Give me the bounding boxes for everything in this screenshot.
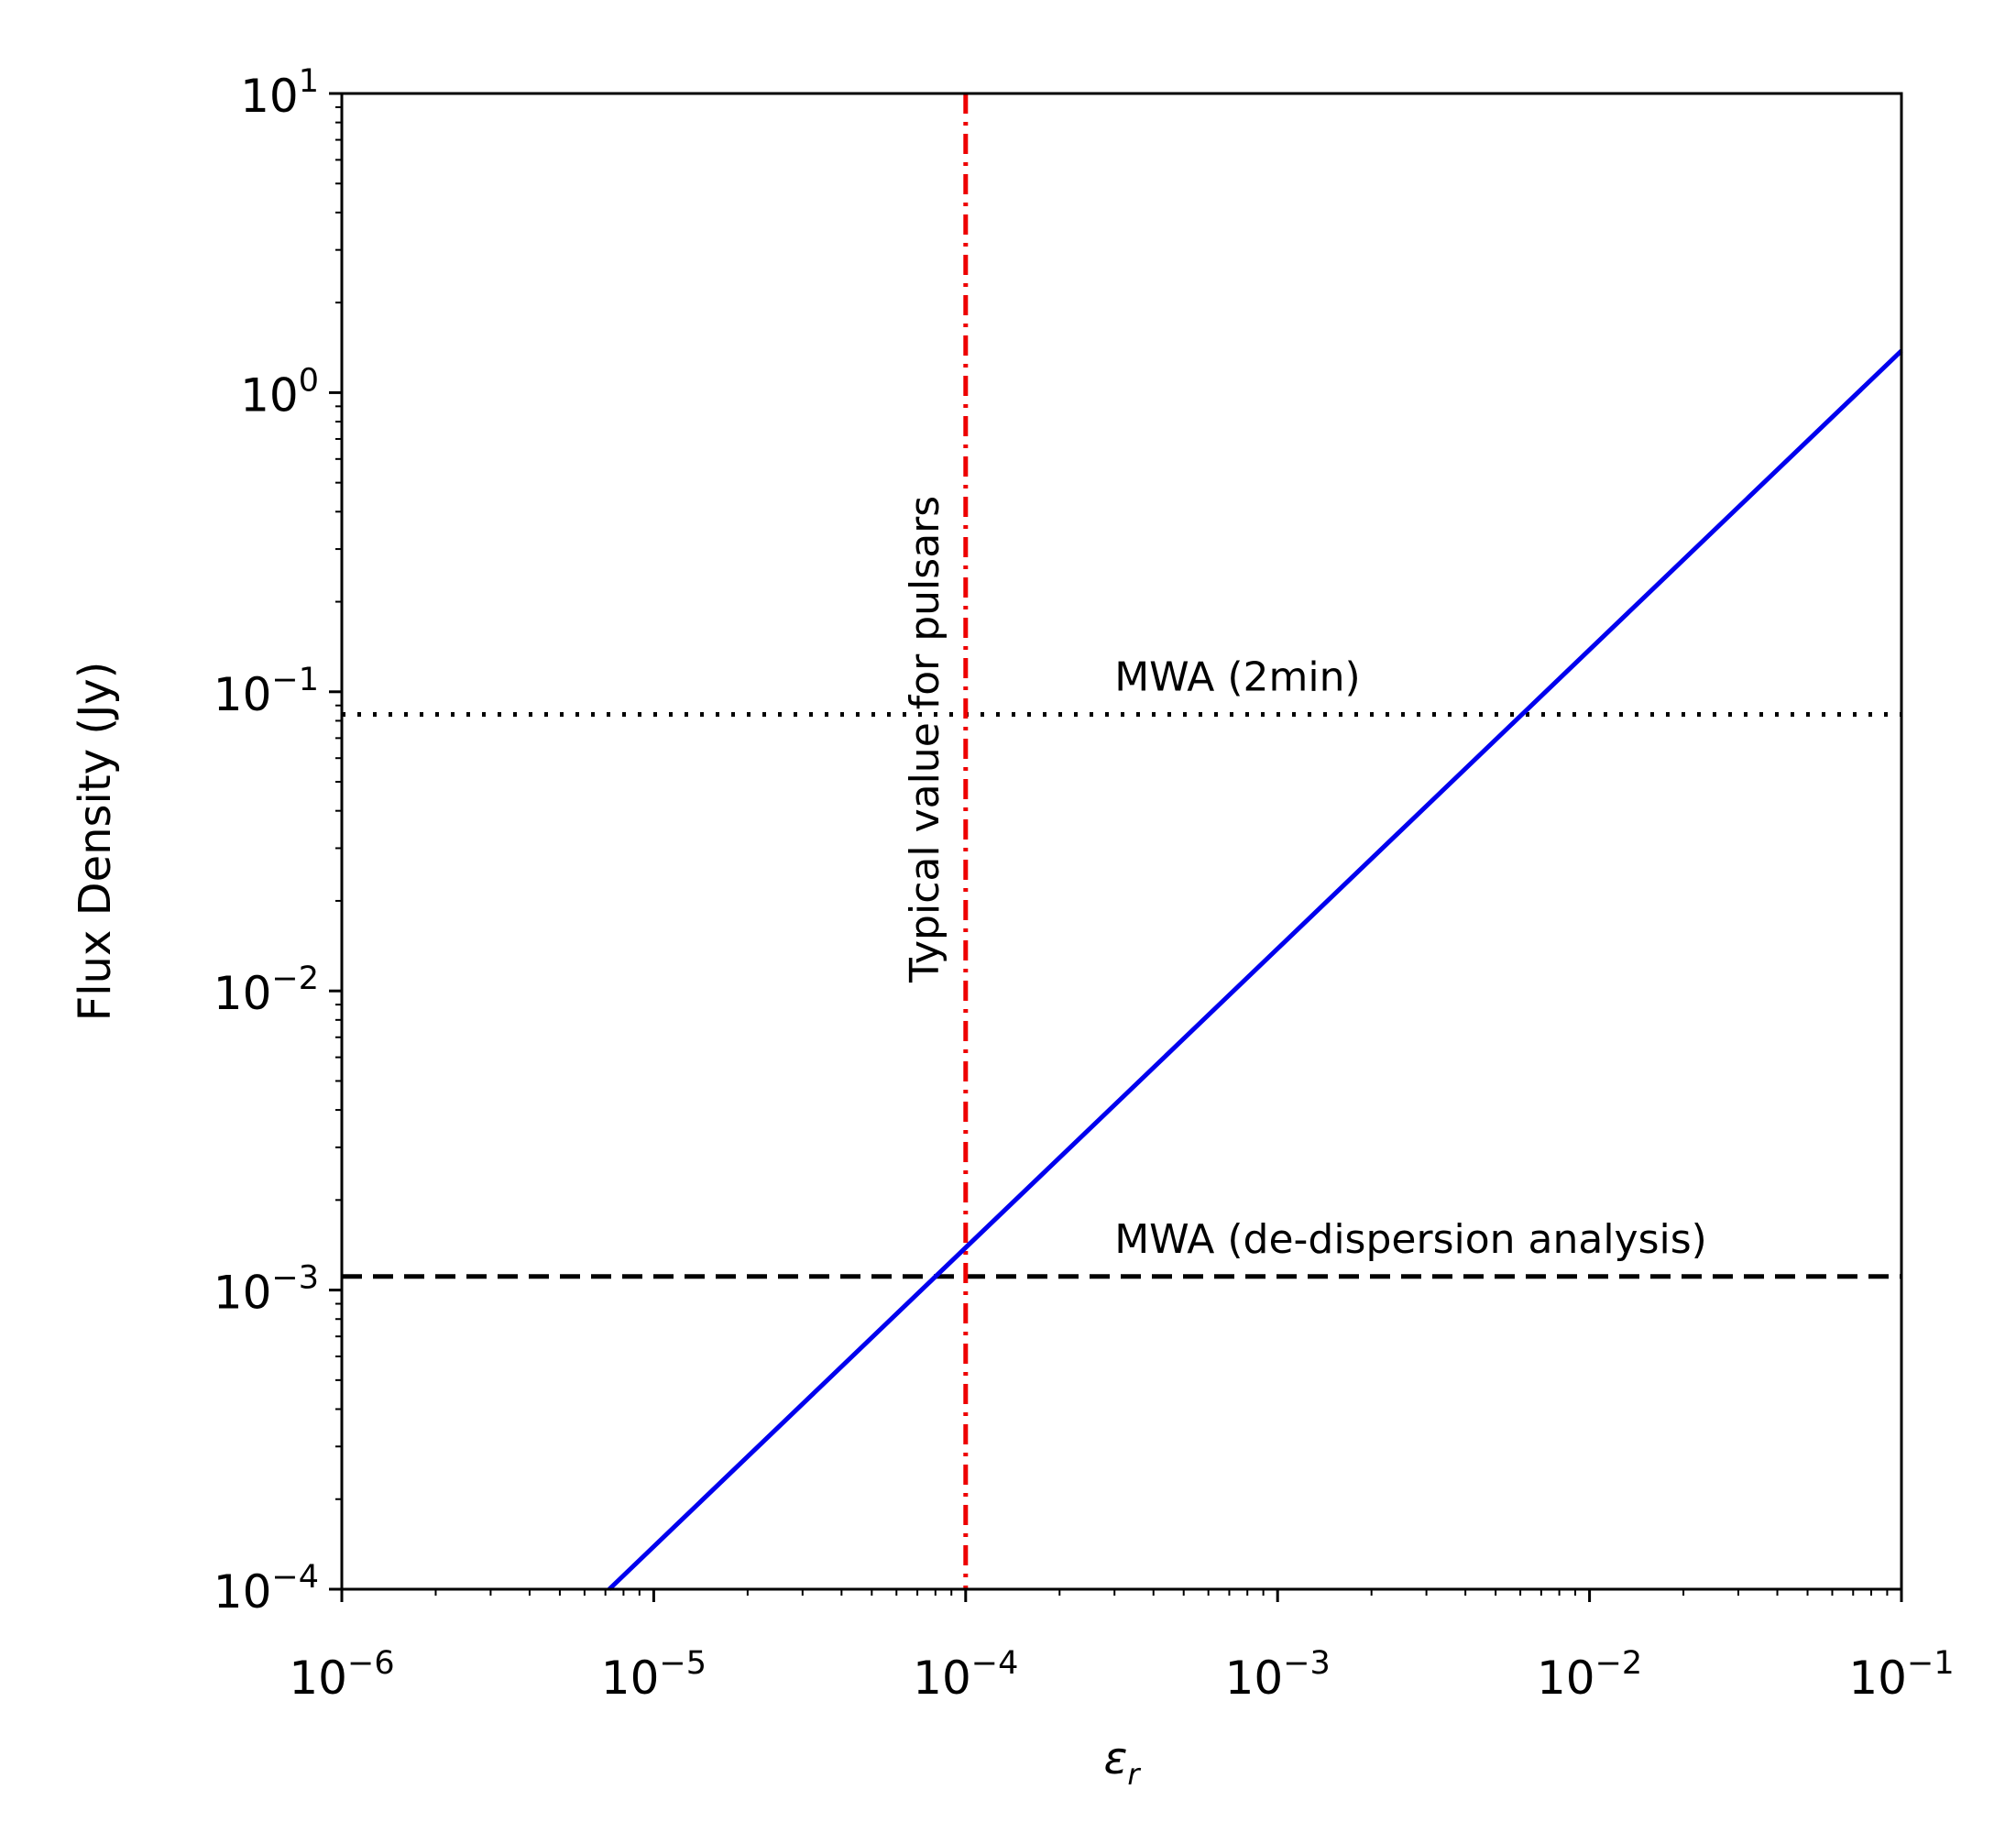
reference-lines <box>342 93 1901 1589</box>
y-tick-label: 101 <box>240 63 319 123</box>
y-tick-label: 100 <box>240 362 319 422</box>
y-axis-label: Flux Density (Jy) <box>70 662 121 1022</box>
x-tick-label: 10−5 <box>601 1645 707 1705</box>
x-tick-labels: 10−6 10−5 10−4 10−3 10−2 10−1 <box>289 1645 1954 1705</box>
horizontal-line-label: MWA (2min) <box>1114 654 1360 701</box>
x-tick-label: 10−3 <box>1225 1645 1331 1705</box>
y-tick-label: 10−3 <box>214 1260 319 1320</box>
x-tick-label: 10−4 <box>913 1645 1018 1705</box>
y-tick-labels: 10−4 10−3 10−2 10−1 100 101 <box>214 63 319 1619</box>
minor-ticks <box>335 105 1889 1596</box>
plot-frame <box>340 92 1903 1591</box>
annotations: MWA (2min) MWA (de-dispersion analysis) Ty… <box>902 496 1707 1263</box>
x-axis-subscript: r <box>1127 1757 1141 1792</box>
horizontal-line-label: MWA (de-dispersion analysis) <box>1114 1216 1707 1263</box>
x-tick-label: 10−6 <box>289 1645 394 1705</box>
x-axis-label: εr <box>1103 1733 1141 1792</box>
x-tick-label: 10−2 <box>1537 1645 1642 1705</box>
y-tick-label: 10−4 <box>214 1559 319 1619</box>
x-axis-symbol: ε <box>1103 1733 1127 1784</box>
vertical-line-label: Typical value for pulsars <box>902 496 948 983</box>
major-ticks <box>329 92 1903 1602</box>
y-tick-label: 10−2 <box>214 960 319 1020</box>
series-layer <box>608 348 1903 1591</box>
x-tick-label: 10−1 <box>1848 1645 1954 1705</box>
flux-density-series-line <box>608 348 1903 1591</box>
y-tick-label: 10−1 <box>214 662 319 721</box>
